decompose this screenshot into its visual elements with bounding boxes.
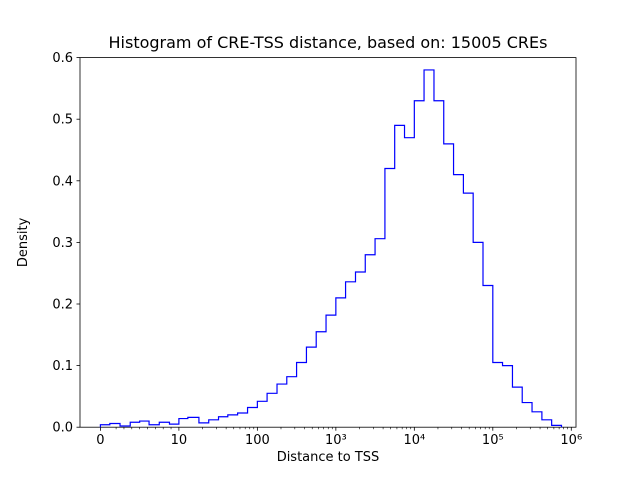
plot-title: Histogram of CRE-TSS distance, based on:… bbox=[109, 33, 548, 52]
y-tick-label: 0.2 bbox=[52, 298, 73, 313]
y-tick-label: 0.3 bbox=[52, 236, 73, 251]
x-tick-label: 100 bbox=[245, 433, 270, 448]
data-layer bbox=[99, 69, 563, 428]
x-axis-label: Distance to TSS bbox=[277, 450, 380, 465]
x-tick-label: 10 bbox=[171, 433, 188, 448]
x-tick-label: 0 bbox=[96, 433, 104, 448]
y-tick-label: 0.1 bbox=[52, 359, 73, 374]
y-tick-label: 0.0 bbox=[52, 421, 73, 436]
plot-area bbox=[79, 57, 577, 428]
y-axis-label: Density bbox=[16, 217, 31, 267]
x-tick-label: 10⁴ bbox=[403, 433, 425, 448]
y-tick-label: 0.5 bbox=[52, 113, 73, 128]
y-tick-label: 0.6 bbox=[52, 51, 73, 66]
x-tick-label: 10⁵ bbox=[482, 433, 504, 448]
x-tick-label: 10³ bbox=[325, 433, 347, 448]
y-tick-label: 0.4 bbox=[52, 174, 73, 189]
axes-layer: 0 10 100 10³ 10⁴ 10⁵ 10⁶ 0.0 0.1 0.2 0.3 0.4 0.5 0.6 bbox=[52, 51, 582, 448]
x-tick-label: 10⁶ bbox=[560, 433, 582, 448]
histogram-step-line bbox=[99, 69, 563, 428]
